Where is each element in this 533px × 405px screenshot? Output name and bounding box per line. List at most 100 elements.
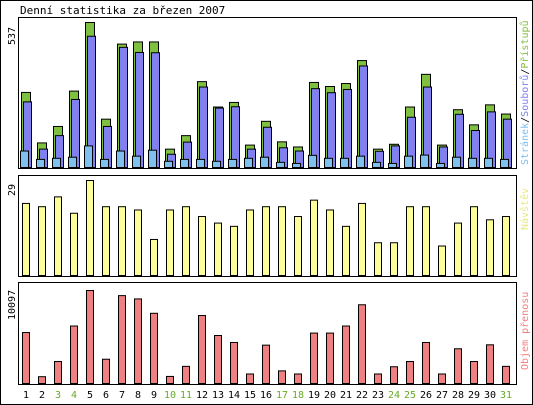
x-label-day-7: 7 bbox=[119, 390, 125, 401]
bar-soubor--day-7 bbox=[119, 46, 128, 168]
panel-middle: 29 Návštěv bbox=[7, 175, 531, 277]
bar-soubor--day-8 bbox=[135, 51, 144, 168]
x-label-day-19: 19 bbox=[308, 390, 320, 401]
panel-middle-ymax-label: 29 bbox=[7, 184, 18, 196]
x-label-day-10: 10 bbox=[164, 390, 176, 401]
x-label-day-12: 12 bbox=[196, 390, 208, 401]
x-axis-day-labels: 1 2 3 4 5 6 7 8 9 10 11 12 13 14 15 16 17 18 19 20 21 22 23 24 2… bbox=[23, 390, 512, 401]
bar-str-nek-day-26 bbox=[420, 154, 429, 169]
bar-visits-day-4 bbox=[70, 212, 78, 276]
x-label-day-13: 13 bbox=[212, 390, 224, 401]
panel-bottom-ymax-label: 10097 bbox=[7, 290, 18, 320]
bar-transfer-day-21 bbox=[342, 325, 350, 384]
bar-visits-day-25 bbox=[406, 206, 414, 276]
x-label-day-31: 31 bbox=[500, 390, 512, 401]
bar-visits-day-7 bbox=[118, 206, 126, 276]
bar-transfer-day-29 bbox=[470, 361, 478, 384]
x-label-day-24: 24 bbox=[388, 390, 400, 401]
bar-transfer-day-20 bbox=[326, 332, 334, 384]
bar-str-nek-day-5 bbox=[84, 145, 93, 169]
bar-visits-day-3 bbox=[54, 196, 62, 276]
bar-str-nek-day-17 bbox=[276, 161, 285, 168]
bar-visits-day-12 bbox=[198, 216, 206, 277]
bar-str-nek-day-21 bbox=[340, 157, 349, 168]
bar-str-nek-day-8 bbox=[132, 155, 141, 168]
x-label-day-25: 25 bbox=[404, 390, 416, 401]
x-label-day-14: 14 bbox=[228, 390, 240, 401]
legend-separator: / bbox=[520, 69, 531, 75]
bar-soubor--day-13 bbox=[215, 107, 224, 168]
bar-str-nek-day-31 bbox=[500, 158, 509, 169]
panel-middle-bars bbox=[22, 180, 510, 277]
bar-transfer-day-23 bbox=[374, 373, 382, 385]
bar-transfer-day-8 bbox=[134, 298, 142, 384]
bar-str-nek-day-24 bbox=[388, 162, 397, 169]
bar-str-nek-day-27 bbox=[436, 162, 445, 169]
bar-soubor--day-14 bbox=[231, 106, 240, 168]
panel-top-ymax-label: 537 bbox=[7, 27, 18, 45]
bar-visits-day-22 bbox=[358, 202, 366, 276]
bar-visits-day-19 bbox=[310, 199, 318, 276]
bar-transfer-day-22 bbox=[358, 304, 366, 384]
bar-transfer-day-17 bbox=[278, 370, 286, 384]
x-label-day-23: 23 bbox=[372, 390, 384, 401]
panel-top-legend: Stránek/Souborů/Přístupů bbox=[519, 20, 531, 165]
bar-str-nek-day-14 bbox=[228, 158, 237, 169]
legend-item-1: Souborů bbox=[519, 75, 531, 117]
bar-str-nek-day-16 bbox=[260, 156, 269, 168]
bar-str-nek-day-7 bbox=[116, 150, 125, 169]
bar-visits-day-24 bbox=[390, 242, 398, 276]
bar-str-nek-day-18 bbox=[292, 162, 301, 169]
legend-item-0: Stránek bbox=[519, 123, 531, 165]
bar-visits-day-20 bbox=[326, 209, 334, 276]
x-label-day-9: 9 bbox=[151, 390, 157, 401]
bar-str-nek-day-11 bbox=[180, 158, 189, 169]
bar-soubor--day-20 bbox=[327, 92, 336, 168]
bar-transfer-day-7 bbox=[118, 295, 126, 384]
bar-visits-day-30 bbox=[486, 219, 494, 277]
bar-visits-day-2 bbox=[38, 206, 46, 276]
bar-visits-day-14 bbox=[230, 225, 238, 277]
bar-visits-day-23 bbox=[374, 242, 382, 276]
bar-visits-day-10 bbox=[166, 209, 174, 276]
bar-transfer-day-3 bbox=[54, 361, 62, 384]
bar-str-nek-day-22 bbox=[356, 155, 365, 168]
bar-str-nek-day-28 bbox=[452, 156, 461, 168]
bar-transfer-day-6 bbox=[102, 358, 110, 384]
bar-transfer-day-1 bbox=[22, 332, 30, 384]
bar-soubor--day-22 bbox=[359, 65, 368, 168]
bar-visits-day-8 bbox=[134, 209, 142, 276]
x-label-day-21: 21 bbox=[340, 390, 352, 401]
legend-item-0: Objem přenosu bbox=[519, 292, 531, 370]
bar-transfer-day-30 bbox=[486, 344, 494, 384]
panel-middle-legend: Návštěv bbox=[519, 188, 531, 230]
bar-str-nek-day-13 bbox=[212, 160, 221, 168]
bar-transfer-day-14 bbox=[230, 341, 238, 385]
bar-visits-day-31 bbox=[502, 216, 510, 277]
bar-str-nek-day-9 bbox=[148, 149, 157, 169]
bar-transfer-day-11 bbox=[182, 365, 190, 384]
bar-str-nek-day-29 bbox=[468, 157, 477, 168]
panel-bottom: 10097 Objem přenosu bbox=[7, 282, 531, 385]
bar-visits-day-17 bbox=[278, 206, 286, 276]
x-label-day-6: 6 bbox=[103, 390, 109, 401]
x-label-day-18: 18 bbox=[292, 390, 304, 401]
bar-str-nek-day-3 bbox=[52, 157, 61, 168]
bar-visits-day-16 bbox=[262, 206, 270, 276]
bar-visits-day-6 bbox=[102, 206, 110, 276]
bar-visits-day-27 bbox=[438, 245, 446, 277]
bar-visits-day-13 bbox=[214, 222, 222, 277]
bar-transfer-day-9 bbox=[150, 312, 158, 385]
legend-item-2: Přístupů bbox=[519, 20, 531, 68]
x-label-day-3: 3 bbox=[55, 390, 61, 401]
bar-str-nek-day-2 bbox=[36, 158, 45, 169]
bar-str-nek-day-30 bbox=[484, 157, 493, 168]
bar-str-nek-day-1 bbox=[20, 150, 29, 169]
bar-transfer-day-25 bbox=[406, 361, 414, 384]
x-label-day-15: 15 bbox=[244, 390, 256, 401]
bar-visits-day-26 bbox=[422, 206, 430, 276]
bar-visits-day-11 bbox=[182, 206, 190, 276]
bar-visits-day-18 bbox=[294, 216, 302, 277]
bar-str-nek-day-23 bbox=[372, 161, 381, 168]
